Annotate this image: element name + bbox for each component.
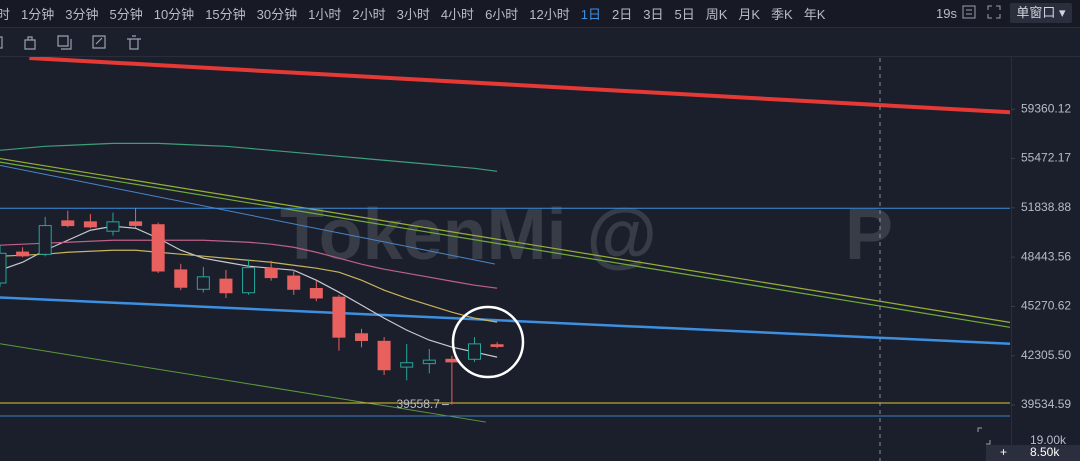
interval-option[interactable]: 1日 [580,7,601,22]
interval-option[interactable]: 时 [0,7,11,22]
crosshair-label-box [986,445,1080,461]
interval-option[interactable]: 3分钟 [65,7,99,22]
trend-line [0,161,1010,328]
candle-body [332,296,346,338]
interval-option[interactable]: 6小时 [485,7,519,22]
plot: TokenMi @ P [0,57,1010,423]
toolbar: 时 1分钟 3分钟 5分钟 10分钟 15分钟 30分钟 1小时 2小时 3小时 4小时 6小时 12小… [0,0,1080,28]
tool-icon[interactable] [0,36,3,49]
expand-icon[interactable] [977,427,991,445]
y-tick-label: 42305.50 [1021,348,1071,362]
interval-option[interactable]: 1分钟 [21,7,55,22]
moving-average [0,239,498,289]
interval-option[interactable]: 5日 [674,7,695,22]
fullscreen-icon[interactable] [987,5,1001,19]
y-tick-label: 51838.88 [1021,200,1071,214]
window-button[interactable]: 单窗口 ▾ [1010,3,1072,23]
candle-body [106,221,120,232]
drawing-tools [0,35,141,50]
crosshair-value-label: 8.50k [1030,445,1060,459]
settings-icon[interactable] [962,5,976,19]
trend-line [0,343,486,423]
candle-body [355,333,369,342]
candle-body [0,252,7,284]
candle-body [196,276,210,290]
candle-body [219,278,233,294]
trend-line [29,57,1010,115]
interval-option[interactable]: 2小时 [352,7,386,22]
candle-body [16,251,30,257]
y-tick-label: 45270.62 [1021,299,1071,313]
interval-option[interactable]: 2日 [612,7,633,22]
moving-average [0,142,498,172]
interval-option[interactable]: 季K [771,7,793,22]
plus-sign: + [1000,445,1007,459]
trend-line [0,164,495,265]
candle-body [377,340,391,371]
volume-axis-label: 19.00k [1030,433,1067,447]
tool-icon[interactable] [127,35,141,50]
candle-body [422,359,436,365]
interval-option[interactable]: 10分钟 [153,7,195,22]
candle-body [264,267,278,279]
tool-icon[interactable] [92,35,106,49]
candle-body [38,225,52,255]
interval-option[interactable]: 1小时 [308,7,342,22]
candle-body [83,221,97,228]
interval-option[interactable]: 12小时 [529,7,570,22]
candle-body [61,220,75,227]
timer: 19s [936,6,957,21]
highlight-circle [451,305,525,379]
watermark: P [845,195,893,275]
candle-body [242,267,256,294]
candle-body [467,343,481,360]
y-tick-label: 55472.17 [1021,151,1071,165]
candle-body [151,224,165,272]
low-label: 39558.7 [397,397,441,411]
candle-body [174,269,188,288]
tool-icon[interactable] [57,35,72,50]
candle-body [400,362,414,368]
interval-option[interactable]: 周K [705,7,728,22]
candle-body [490,344,504,347]
interval-option[interactable]: 3小时 [396,7,430,22]
tool-icon[interactable] [24,36,36,50]
interval-option[interactable]: 3日 [643,7,664,22]
interval-option[interactable]: 4小时 [440,7,475,22]
window-button-label: 单窗口 [1016,5,1056,20]
candle-body [287,275,301,290]
trend-line [0,157,1010,323]
interval-list: 时 1分钟 3分钟 5分钟 10分钟 15分钟 30分钟 1小时 2小时 3小时 4小时 6小时 12小… [0,4,825,23]
candle-body [129,221,143,226]
interval-option[interactable]: 年K [803,7,826,22]
y-tick-label: 59360.12 [1021,101,1071,115]
trend-line [0,296,1010,345]
y-tick-label: 48443.56 [1021,249,1071,263]
candle-body [309,288,323,299]
interval-option[interactable]: 30分钟 [256,7,298,22]
candle-body [445,358,459,363]
interval-option[interactable]: 月K [738,7,761,22]
y-tick-label: 39534.59 [1021,397,1071,411]
interval-option[interactable]: 5分钟 [109,7,143,22]
interval-option[interactable]: 15分钟 [205,7,246,22]
